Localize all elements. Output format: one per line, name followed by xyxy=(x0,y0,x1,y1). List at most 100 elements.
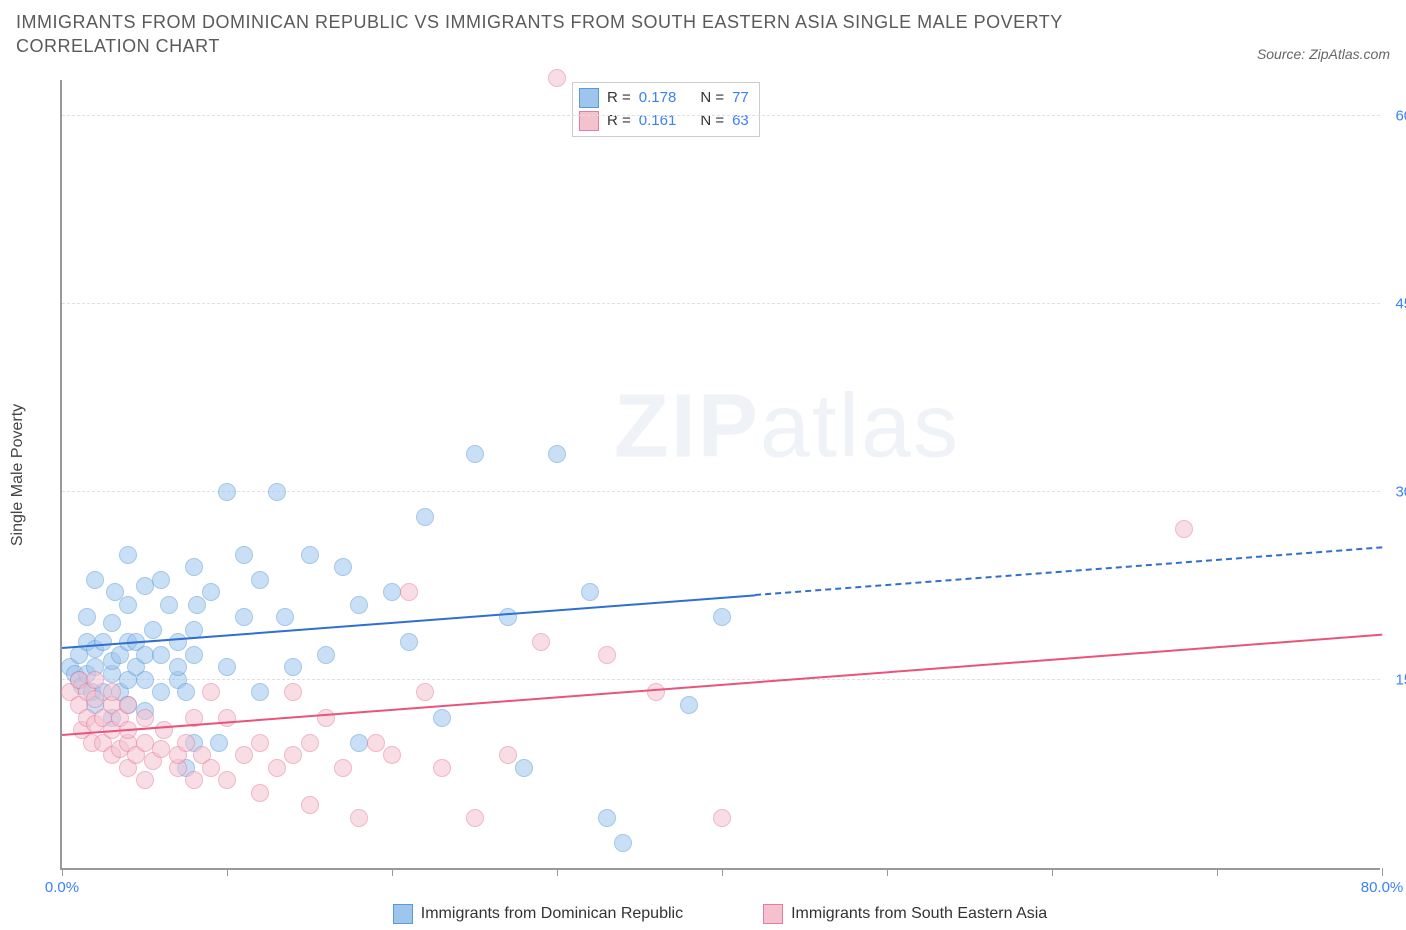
data-point xyxy=(383,746,401,764)
x-tick xyxy=(887,868,888,876)
data-point xyxy=(598,646,616,664)
data-point xyxy=(400,633,418,651)
data-point xyxy=(548,445,566,463)
watermark-light: atlas xyxy=(760,376,960,476)
x-tick-label: 80.0% xyxy=(1361,879,1404,896)
legend-item-dominican: Immigrants from Dominican Republic xyxy=(393,904,683,924)
data-point xyxy=(466,445,484,463)
data-point xyxy=(136,671,154,689)
data-point xyxy=(86,671,104,689)
data-point xyxy=(185,558,203,576)
source-label: Source: ZipAtlas.com xyxy=(1257,46,1390,62)
data-point xyxy=(433,709,451,727)
data-point xyxy=(119,696,137,714)
data-point xyxy=(235,746,253,764)
data-point xyxy=(152,571,170,589)
x-tick xyxy=(1217,868,1218,876)
data-point xyxy=(317,646,335,664)
chart-title: IMMIGRANTS FROM DOMINICAN REPUBLIC VS IM… xyxy=(16,10,1116,59)
legend-row-1: R = 0.178 N = 77 xyxy=(579,87,749,110)
data-point xyxy=(78,608,96,626)
y-tick-label: 15.0% xyxy=(1395,671,1406,688)
data-point xyxy=(185,771,203,789)
data-point xyxy=(119,546,137,564)
data-point xyxy=(334,558,352,576)
data-point xyxy=(350,596,368,614)
data-point xyxy=(416,508,434,526)
data-point xyxy=(155,721,173,739)
data-point xyxy=(86,571,104,589)
n-label-2: N = xyxy=(700,110,724,133)
data-point xyxy=(235,608,253,626)
data-point xyxy=(713,608,731,626)
data-point xyxy=(218,771,236,789)
data-point xyxy=(400,583,418,601)
data-point xyxy=(210,734,228,752)
data-point xyxy=(284,658,302,676)
data-point xyxy=(383,583,401,601)
r-value-2: 0.161 xyxy=(639,110,677,133)
r-label-1: R = xyxy=(607,87,631,110)
data-point xyxy=(276,608,294,626)
legend-label-dominican: Immigrants from Dominican Republic xyxy=(421,905,683,923)
data-point xyxy=(416,683,434,701)
data-point xyxy=(301,546,319,564)
plot-canvas: ZIPatlas R = 0.178 N = 77 R = 0.161 N xyxy=(60,80,1380,870)
data-point xyxy=(499,746,517,764)
data-point xyxy=(598,809,616,827)
x-tick xyxy=(392,868,393,876)
x-tick xyxy=(557,868,558,876)
x-tick xyxy=(227,868,228,876)
x-tick xyxy=(1052,868,1053,876)
x-tick xyxy=(1382,868,1383,876)
data-point xyxy=(680,696,698,714)
trend-line xyxy=(755,546,1382,596)
data-point xyxy=(350,734,368,752)
data-point xyxy=(94,633,112,651)
data-point xyxy=(152,683,170,701)
data-point xyxy=(202,583,220,601)
data-point xyxy=(169,633,187,651)
data-point xyxy=(317,709,335,727)
data-point xyxy=(367,734,385,752)
data-point xyxy=(251,571,269,589)
data-point xyxy=(86,690,104,708)
gridline xyxy=(62,491,1380,492)
data-point xyxy=(136,771,154,789)
data-point xyxy=(136,646,154,664)
data-point xyxy=(647,683,665,701)
data-point xyxy=(581,583,599,601)
data-point xyxy=(301,796,319,814)
data-point xyxy=(301,734,319,752)
r-value-1: 0.178 xyxy=(639,87,677,110)
data-point xyxy=(169,658,187,676)
data-point xyxy=(433,759,451,777)
x-tick-label: 0.0% xyxy=(45,879,79,896)
chart-container: IMMIGRANTS FROM DOMINICAN REPUBLIC VS IM… xyxy=(0,0,1406,930)
data-point xyxy=(235,546,253,564)
data-point xyxy=(548,69,566,87)
data-point xyxy=(152,740,170,758)
y-tick-label: 60.0% xyxy=(1395,107,1406,124)
n-value-2: 63 xyxy=(732,110,749,133)
data-point xyxy=(251,734,269,752)
gridline xyxy=(62,679,1380,680)
gridline xyxy=(62,115,1380,116)
data-point xyxy=(284,746,302,764)
title-row: IMMIGRANTS FROM DOMINICAN REPUBLIC VS IM… xyxy=(16,10,1390,59)
data-point xyxy=(177,734,195,752)
data-point xyxy=(1175,520,1193,538)
data-point xyxy=(202,683,220,701)
data-point xyxy=(202,759,220,777)
gridline xyxy=(62,303,1380,304)
n-value-1: 77 xyxy=(732,87,749,110)
legend-swatch-se-asia xyxy=(763,904,783,924)
y-tick-label: 45.0% xyxy=(1395,295,1406,312)
watermark: ZIPatlas xyxy=(614,375,960,478)
r-label-2: R = xyxy=(607,110,631,133)
data-point xyxy=(466,809,484,827)
data-point xyxy=(152,646,170,664)
data-point xyxy=(177,683,195,701)
data-point xyxy=(251,683,269,701)
x-tick xyxy=(62,868,63,876)
